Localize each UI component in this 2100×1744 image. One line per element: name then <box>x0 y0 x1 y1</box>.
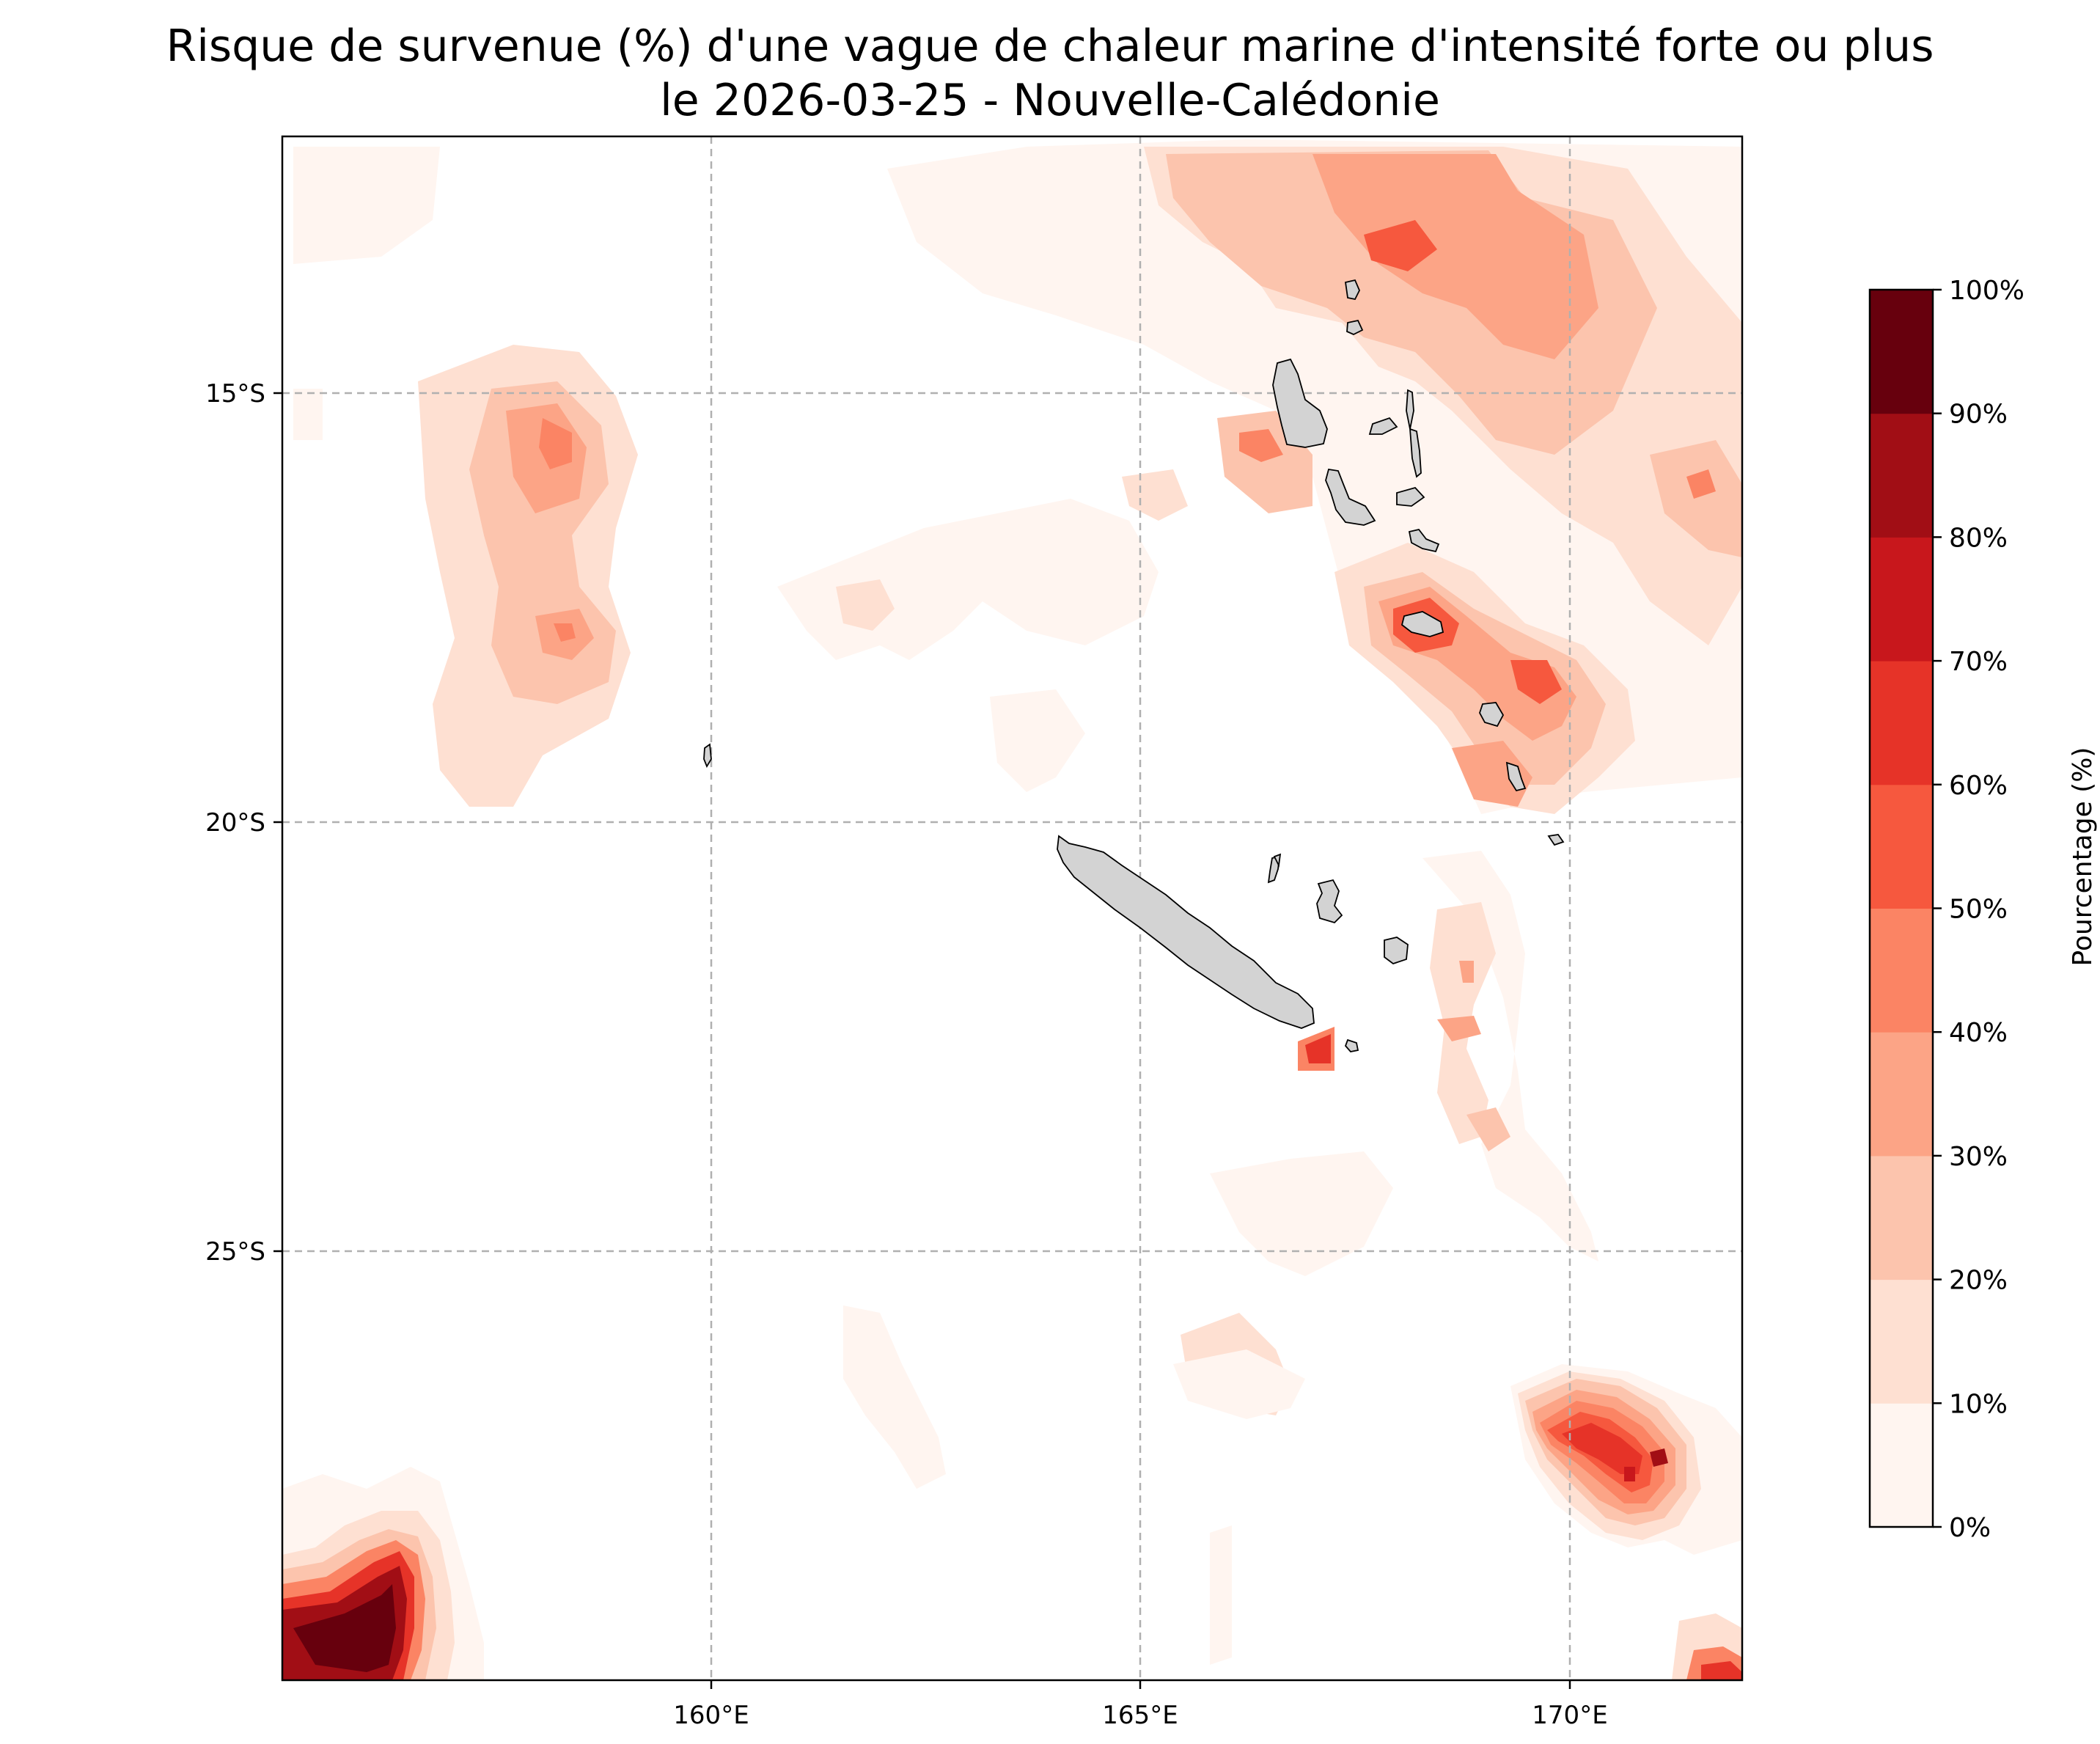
colorbar-tick-label: 90% <box>1949 400 2008 430</box>
grande-terre-island <box>1057 835 1315 1029</box>
colorbar-segment <box>1870 661 1933 785</box>
colorbar-tick-label: 50% <box>1949 895 2008 925</box>
efate-island <box>1400 611 1444 637</box>
colorbar: 0% 10% 20% 30% 40% 50% 60% 70% 80% 90% 100% <box>1868 276 2024 1543</box>
aneityum-island <box>1547 834 1565 846</box>
colorbar-segment <box>1870 784 1933 909</box>
colorbar-segment <box>1870 1403 1933 1528</box>
erromango-island <box>1479 702 1505 728</box>
tanna-island <box>1505 761 1527 792</box>
chesterfield-island <box>703 743 712 769</box>
colorbar-segment <box>1870 413 1933 538</box>
malekula-island <box>1325 468 1376 526</box>
risk-zone-grande-terre-south <box>1298 1027 1334 1071</box>
espiritu-santo-island <box>1272 358 1328 448</box>
chart-title-line1: Risque de survenue (%) d'une vague de ch… <box>166 21 1934 72</box>
colorbar-segment <box>1870 537 1933 662</box>
risk-field <box>282 136 1742 1680</box>
risk-zone-southwest <box>282 1467 484 1680</box>
colorbar-tick-label: 20% <box>1949 1266 2008 1296</box>
xtick-label-160e: 160°E <box>673 1701 749 1730</box>
ytick-label-25s: 25°S <box>205 1237 265 1267</box>
chart-title-line2: le 2026-03-25 - Nouvelle-Calédonie <box>660 75 1440 126</box>
colorbar-tick-label: 40% <box>1949 1018 2008 1048</box>
colorbar-segment <box>1870 1155 1933 1280</box>
ambae-island <box>1368 417 1398 435</box>
colorbar-label: Pourcentage (%) <box>2068 747 2098 967</box>
colorbar-tick-label: 80% <box>1949 523 2008 553</box>
colorbar-tick-label: 30% <box>1949 1142 2008 1172</box>
belep-island <box>1273 853 1282 868</box>
colorbar-segment <box>1870 290 1933 414</box>
risk-zone-west <box>293 147 638 807</box>
ile-des-pins <box>1344 1038 1359 1052</box>
colorbar-segment <box>1870 908 1933 1033</box>
epi-island <box>1408 528 1440 553</box>
land-masses <box>703 279 1565 1052</box>
banks-island-north <box>1344 279 1360 301</box>
colorbar-tick-label: 0% <box>1949 1513 1991 1543</box>
risk-zone-center-low <box>777 469 1188 792</box>
ambrym-island <box>1396 486 1425 507</box>
ytick-label-15s: 15°S <box>205 379 265 408</box>
xtick-label-165e: 165°E <box>1102 1701 1178 1730</box>
map-frame <box>281 135 1744 1682</box>
colorbar-tick-label: 60% <box>1949 771 2008 801</box>
risk-zone-south-low <box>843 1151 1393 1665</box>
mare-island <box>1384 937 1409 965</box>
risk-zone-east-south <box>1422 851 1598 1261</box>
lifou-island <box>1316 879 1343 924</box>
pentecost-island <box>1409 428 1422 478</box>
colorbar-tick-label: 100% <box>1949 276 2024 306</box>
colorbar-segment <box>1870 1279 1933 1404</box>
colorbar-tick-label: 70% <box>1949 647 2008 677</box>
maewo-island <box>1406 389 1414 430</box>
ytick-label-20s: 20°S <box>205 808 265 838</box>
risk-zone-southeast <box>1510 1364 1742 1680</box>
banks-island-south <box>1346 319 1364 335</box>
colorbar-tick-label: 10% <box>1949 1389 2008 1419</box>
xtick-label-170e: 170°E <box>1532 1701 1607 1730</box>
axis-ticks <box>273 392 1571 1689</box>
gridlines <box>282 136 1742 1680</box>
colorbar-segment <box>1870 1032 1933 1157</box>
